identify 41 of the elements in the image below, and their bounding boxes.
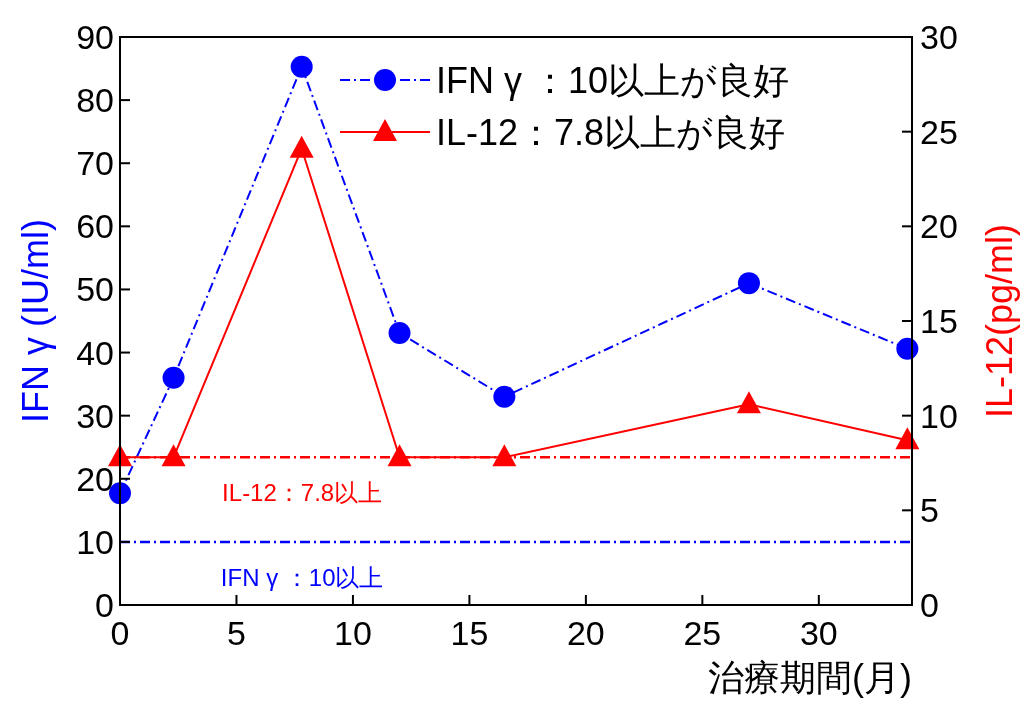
x-tick-label: 15: [450, 614, 489, 652]
y-tick-label: 70: [76, 144, 114, 183]
x-tick-label: 5: [227, 614, 246, 652]
y-axis-title: IFN γ (IU/ml): [15, 219, 56, 423]
point: [737, 272, 760, 295]
point: [387, 444, 412, 467]
point: [388, 321, 411, 344]
x-tick-label: 30: [799, 614, 838, 652]
y-tick-label: 50: [76, 270, 114, 309]
y2-tick-label: 20: [920, 207, 958, 246]
y2-tick-label: 0: [920, 586, 939, 624]
point: [492, 444, 517, 467]
x-tick-label: 25: [683, 614, 722, 652]
y-tick-label: 40: [76, 333, 114, 372]
legend-label: IL-12：7.8以上が良好: [436, 112, 786, 153]
ref-line-label: IFN γ ：10以上: [220, 563, 384, 591]
y-tick-label: 30: [76, 396, 114, 435]
y-tick-label: 60: [76, 207, 114, 246]
legend-label: IFN γ ：10以上が良好: [436, 60, 790, 101]
point: [161, 444, 186, 467]
y2-tick-label: 25: [920, 112, 958, 151]
point: [493, 385, 516, 408]
ref-line-label: IL-12：7.8以上: [222, 479, 383, 507]
point: [896, 337, 919, 360]
point: [289, 135, 314, 158]
y2-tick-label: 30: [920, 18, 958, 56]
point: [736, 391, 761, 414]
y-tick-label: 80: [76, 81, 114, 120]
point: [162, 366, 185, 389]
y-tick-label: 90: [76, 18, 114, 56]
y2-tick-label: 5: [920, 491, 939, 530]
y-tick-label: 0: [95, 586, 114, 624]
y2-axis-title: IL-12(pg/ml): [979, 223, 1020, 419]
x-axis-title: 治療期間(月): [708, 657, 912, 698]
y2-tick-label: 15: [920, 302, 958, 340]
y-tick-label: 10: [76, 522, 114, 561]
y2-tick-label: 10: [920, 396, 958, 435]
y-tick-label: 20: [76, 459, 114, 498]
x-tick-label: 20: [566, 614, 605, 652]
point: [290, 55, 313, 78]
x-tick-label: 10: [334, 614, 372, 652]
